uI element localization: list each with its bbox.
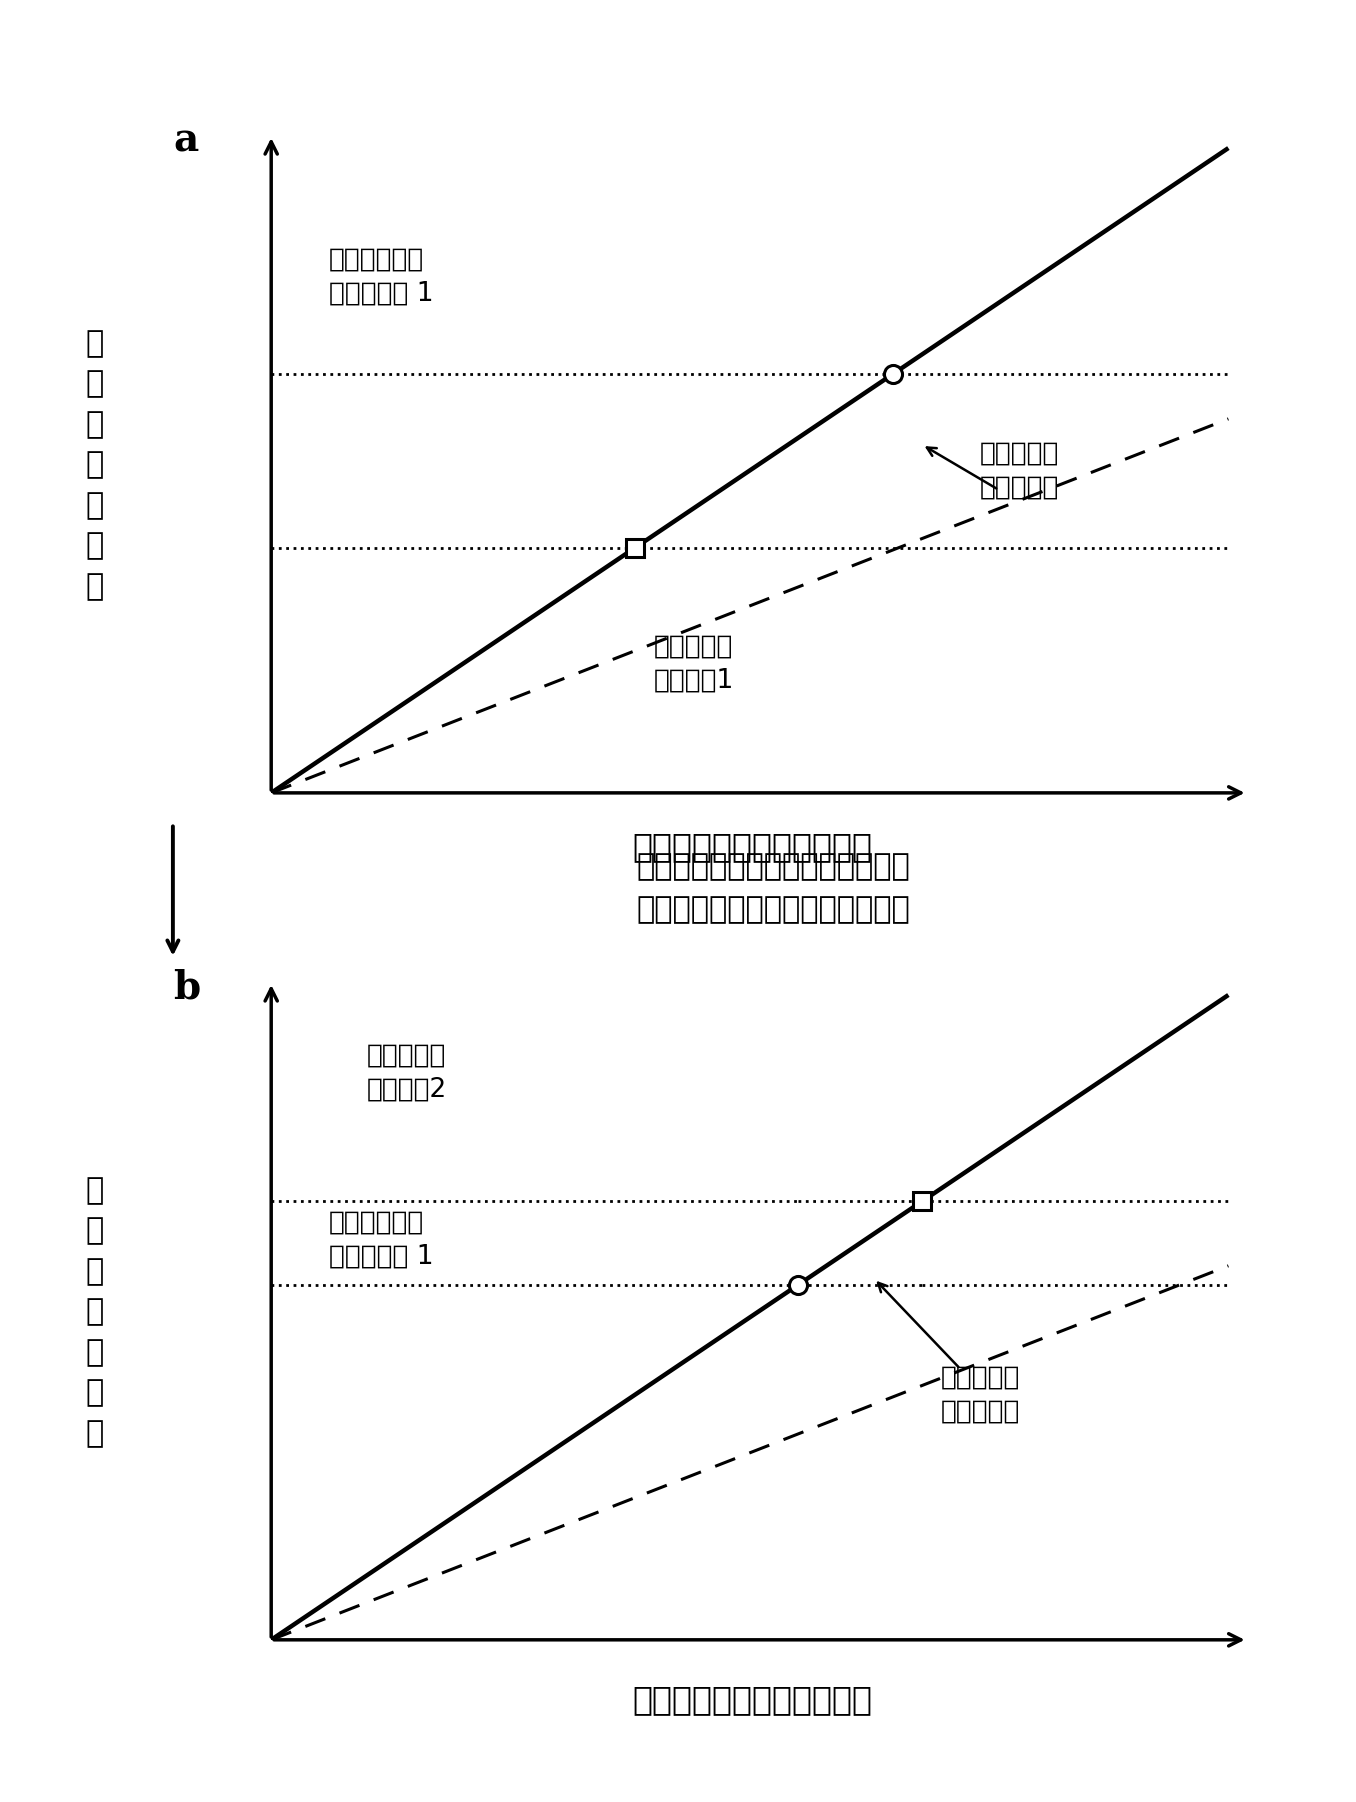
Text: 反应过程分析
法线性下限 1: 反应过程分析 法线性下限 1 xyxy=(328,247,433,306)
Text: 终点平衡法
线性上限2: 终点平衡法 线性上限2 xyxy=(367,1042,447,1103)
Text: 工具酶反应体系的底物浓度: 工具酶反应体系的底物浓度 xyxy=(633,831,872,863)
Text: 反应过程分析
法线性下限 1: 反应过程分析 法线性下限 1 xyxy=(328,1209,433,1270)
Text: 终点平衡法
线性上限1: 终点平衡法 线性上限1 xyxy=(654,634,735,694)
Text: 两种方法可
测范围交叉: 两种方法可 测范围交叉 xyxy=(941,1364,1021,1425)
Text: 两种方法可
测范围分隔: 两种方法可 测范围分隔 xyxy=(979,440,1059,501)
Text: 检
测
信
号
净
变
化: 检 测 信 号 净 变 化 xyxy=(85,1177,104,1447)
Text: a: a xyxy=(174,123,199,160)
Text: b: b xyxy=(174,969,201,1007)
Text: 检
测
信
号
净
变
化: 检 测 信 号 净 变 化 xyxy=(85,330,104,600)
Text: 提高工具酶活性或延长其反应时间
使两种方法可测线性范围存在交叉: 提高工具酶活性或延长其反应时间 使两种方法可测线性范围存在交叉 xyxy=(636,852,910,924)
Text: 工具酶反应体系的底物浓度: 工具酶反应体系的底物浓度 xyxy=(633,1683,872,1716)
